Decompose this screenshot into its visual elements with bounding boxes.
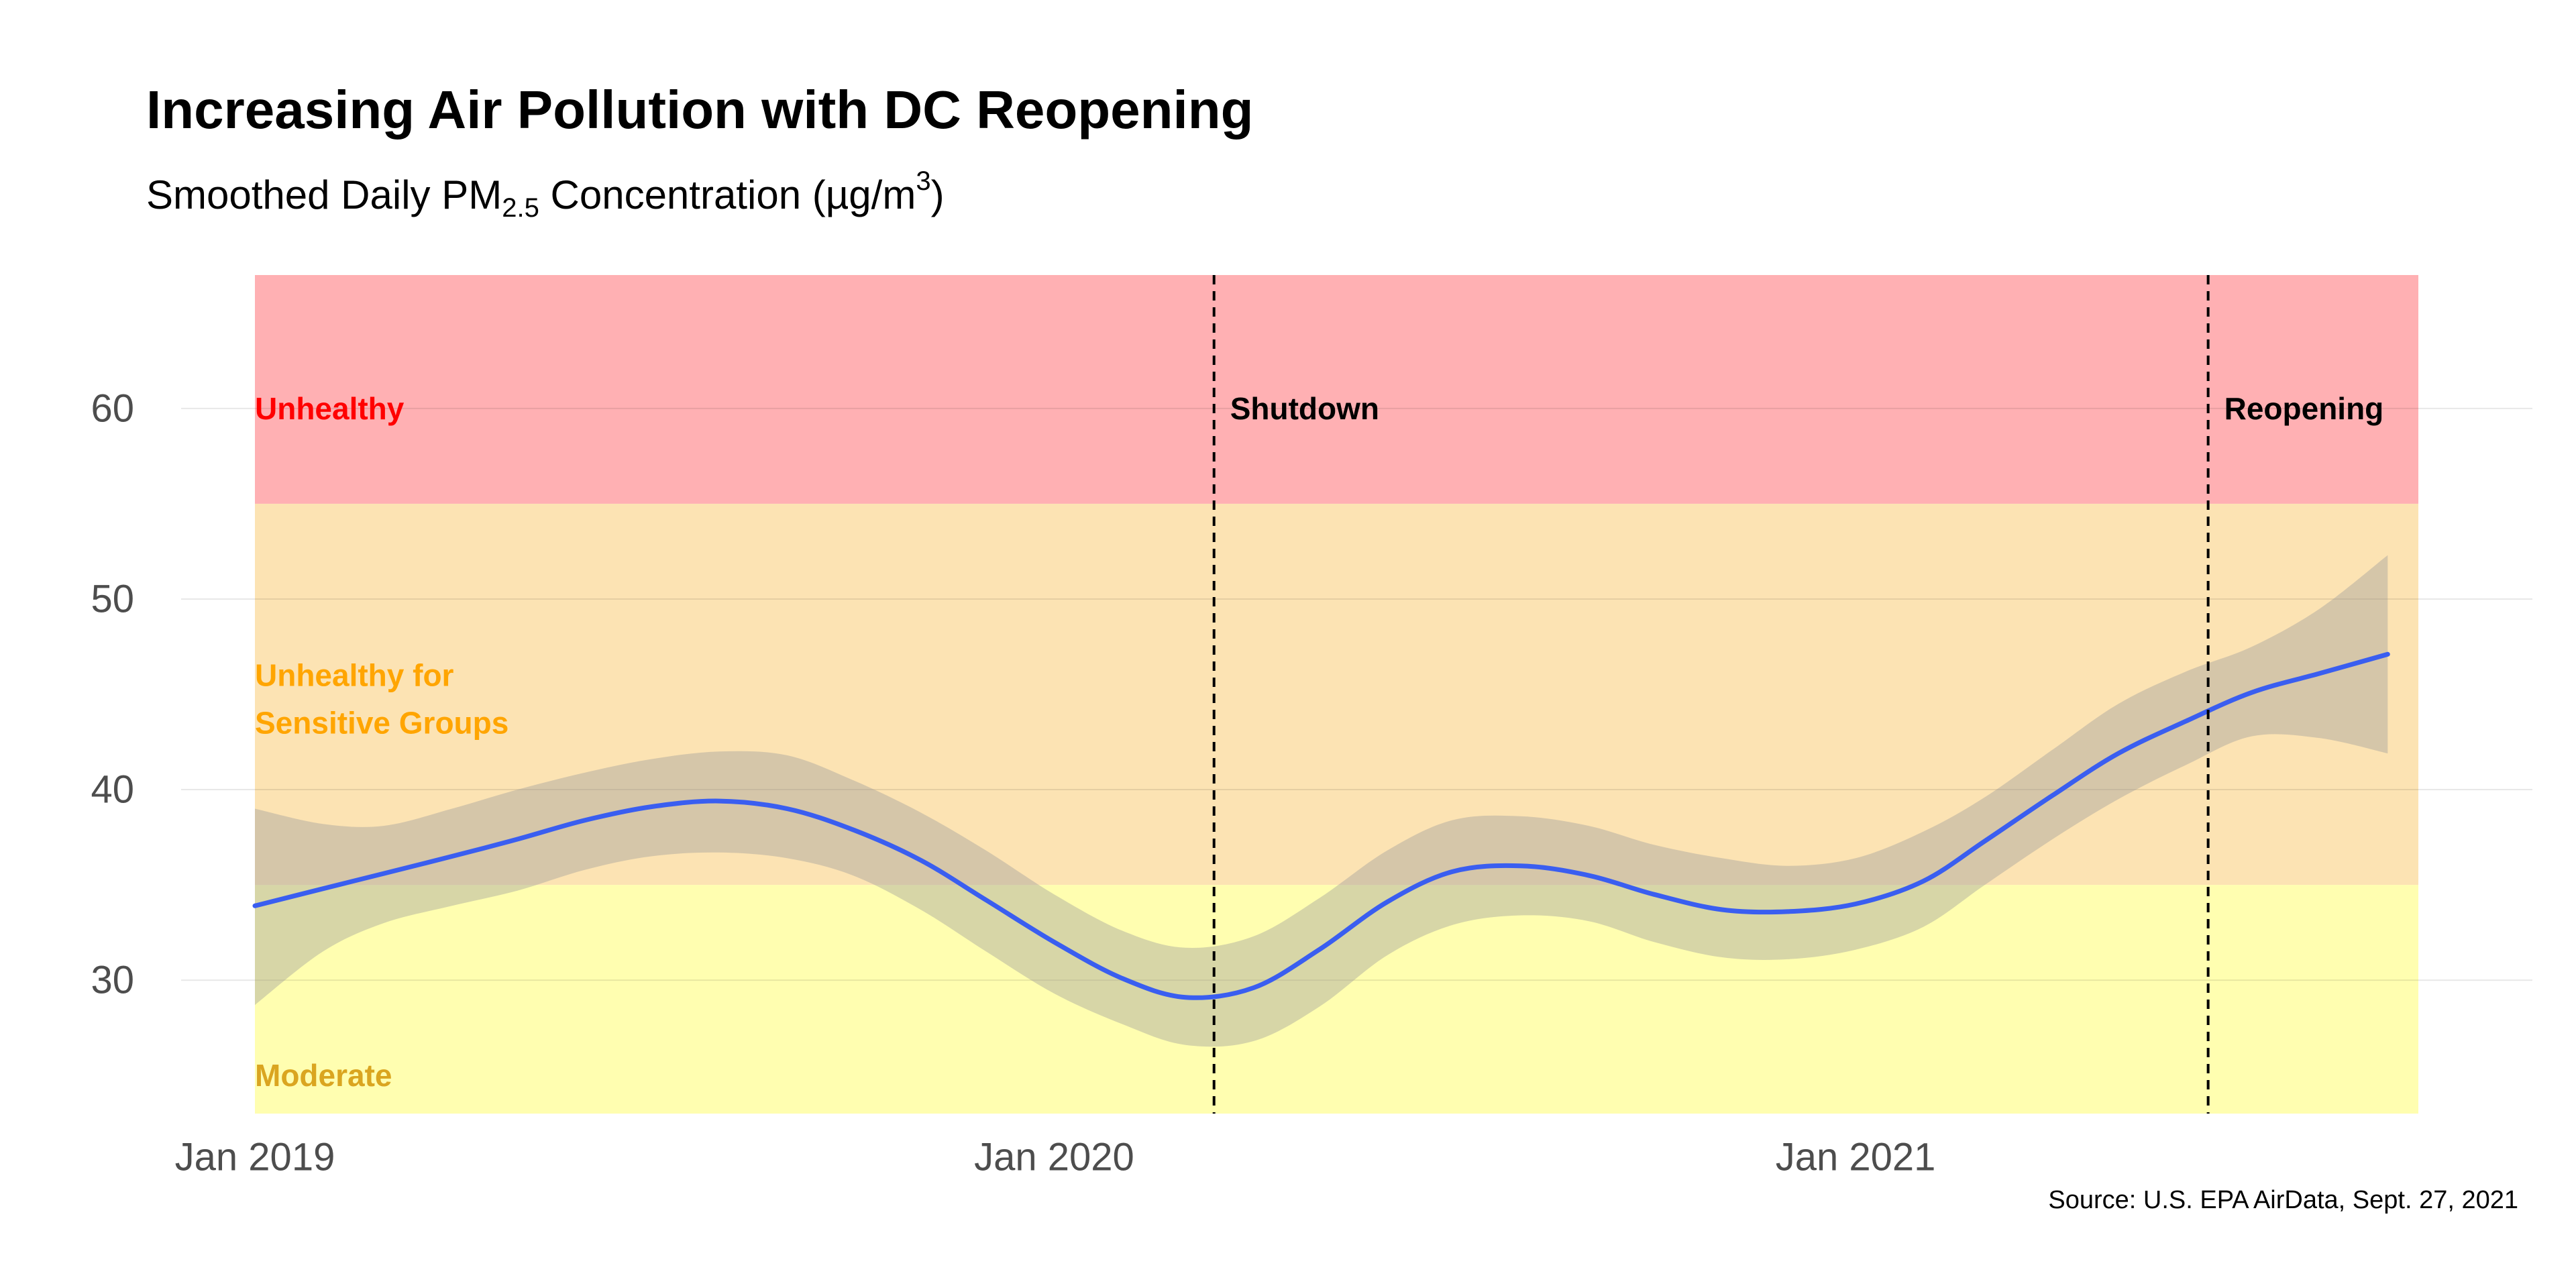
- y-tick-label-50: 50: [91, 577, 134, 621]
- aqi-band-unhealthy-for-sensitive-groups: [255, 503, 2418, 885]
- x-tick-label-2019: Jan 2019: [175, 1136, 335, 1179]
- x-tick-label-2021: Jan 2021: [1776, 1136, 1936, 1179]
- event-label-reopening: Reopening: [2224, 391, 2384, 426]
- band-label-unhealthy-for-sensitive-groups-line-2: Sensitive Groups: [255, 706, 508, 741]
- aqi-bands: [255, 275, 2418, 1114]
- band-label-unhealthy-for-sensitive-groups-line-1: Unhealthy for: [255, 658, 454, 693]
- subtitle-subscript: 2.5: [502, 193, 539, 223]
- y-tick-label-30: 30: [91, 959, 134, 1002]
- chart-subtitle: Smoothed Daily PM2.5 Concentration (µg/m…: [146, 168, 945, 221]
- confidence-ribbon-0: [255, 555, 2388, 1047]
- subtitle-unit: m: [882, 172, 916, 217]
- subtitle-suffix: ): [930, 172, 945, 217]
- y-tick-label-40: 40: [91, 768, 134, 812]
- subtitle-superscript: 3: [916, 166, 931, 196]
- band-label-unhealthy: Unhealthy: [255, 391, 405, 426]
- subtitle-prefix: Smoothed Daily PM: [146, 172, 502, 217]
- gridlines: [181, 407, 2532, 981]
- aqi-band-moderate: [255, 885, 2418, 1114]
- y-tick-label-60: 60: [91, 386, 134, 430]
- x-tick-label-2020: Jan 2020: [974, 1136, 1134, 1179]
- subtitle-slash: /: [871, 172, 883, 217]
- source-caption: Source: U.S. EPA AirData, Sept. 27, 2021: [2048, 1186, 2518, 1214]
- band-label-moderate: Moderate: [255, 1058, 392, 1093]
- axis-labels: 30 40 50 60 Jan 2019 Jan 2020 Jan 2021: [91, 386, 1935, 1179]
- event-markers: Shutdown Reopening: [1212, 275, 2384, 1114]
- subtitle-mid: Concentration (µg: [539, 172, 871, 217]
- aqi-band-unhealthy: [255, 275, 2418, 504]
- event-label-shutdown: Shutdown: [1230, 391, 1379, 426]
- band-labels: Moderate Unhealthy for Sensitive Groups Unh…: [255, 391, 508, 1093]
- series-layer: [252, 555, 2390, 1047]
- smoothed-line-0: [252, 651, 2390, 1000]
- chart-title: Increasing Air Pollution with DC Reopeni…: [146, 80, 1254, 140]
